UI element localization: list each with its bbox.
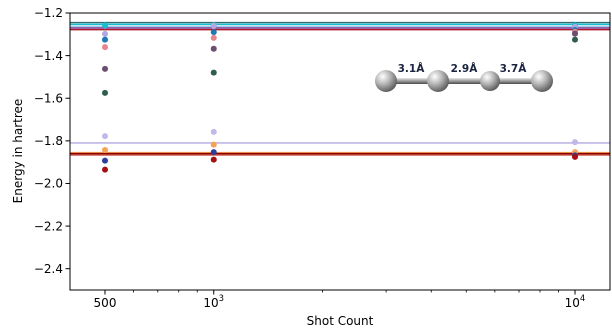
data-point bbox=[210, 29, 217, 36]
series-6 bbox=[102, 36, 578, 96]
atom-4 bbox=[531, 70, 553, 92]
bond-1 bbox=[386, 78, 438, 84]
bond-length-label-3: 3.7Å bbox=[500, 62, 528, 75]
y-tick-label: −1.8 bbox=[34, 134, 63, 148]
data-point bbox=[210, 128, 217, 135]
y-tick-label: −1.2 bbox=[34, 6, 63, 20]
data-point bbox=[102, 89, 109, 96]
data-point bbox=[210, 69, 217, 76]
data-point bbox=[102, 22, 109, 29]
x-axis-label: Shot Count bbox=[307, 314, 374, 328]
data-point bbox=[102, 30, 109, 37]
data-point bbox=[571, 139, 578, 146]
series-4 bbox=[102, 28, 578, 51]
bond-3 bbox=[490, 78, 542, 84]
x-axis: 500 103 104 bbox=[94, 290, 586, 310]
data-series-layer bbox=[102, 22, 578, 173]
y-tick-label: −2.0 bbox=[34, 177, 63, 191]
data-point bbox=[210, 156, 217, 163]
bond-2 bbox=[438, 78, 490, 84]
plot-area-frame bbox=[69, 12, 611, 291]
data-point bbox=[210, 141, 217, 148]
reference-lines bbox=[70, 21, 610, 156]
x-tick-label: 500 bbox=[94, 296, 117, 310]
y-tick-label: −2.2 bbox=[34, 219, 63, 233]
data-point bbox=[571, 30, 578, 37]
data-point bbox=[210, 149, 217, 156]
y-axis: −1.2 −1.4 −1.6 −1.8 −2.0 −2.2 −2.4 bbox=[34, 6, 70, 276]
series-10 bbox=[102, 153, 578, 173]
data-point bbox=[210, 45, 217, 52]
series-7 bbox=[102, 128, 578, 146]
data-point bbox=[102, 157, 109, 164]
data-point bbox=[102, 36, 109, 43]
data-point bbox=[210, 22, 217, 29]
atom-2 bbox=[427, 70, 449, 92]
x-tick-label: 104 bbox=[565, 294, 586, 310]
y-tick-label: −1.6 bbox=[34, 91, 63, 105]
y-tick-label: −2.4 bbox=[34, 262, 63, 276]
atom-1 bbox=[375, 70, 397, 92]
y-tick-label: −1.4 bbox=[34, 49, 63, 63]
data-point bbox=[102, 166, 109, 173]
data-point bbox=[102, 147, 109, 154]
data-point bbox=[571, 36, 578, 43]
series-9 bbox=[102, 149, 578, 164]
bond-length-label-2: 2.9Å bbox=[451, 62, 479, 75]
bond-length-label-1: 3.1Å bbox=[398, 62, 426, 75]
atom-3 bbox=[480, 71, 500, 91]
series-5 bbox=[102, 30, 578, 72]
data-point bbox=[102, 44, 109, 51]
x-tick-label: 103 bbox=[203, 294, 224, 310]
data-point bbox=[571, 153, 578, 160]
data-point bbox=[102, 65, 109, 72]
data-point bbox=[210, 34, 217, 41]
y-axis-label: Energy in hartree bbox=[11, 99, 25, 204]
data-point bbox=[102, 133, 109, 140]
molecule-inset: 3.1Å 2.9Å 3.7Å bbox=[375, 62, 553, 92]
